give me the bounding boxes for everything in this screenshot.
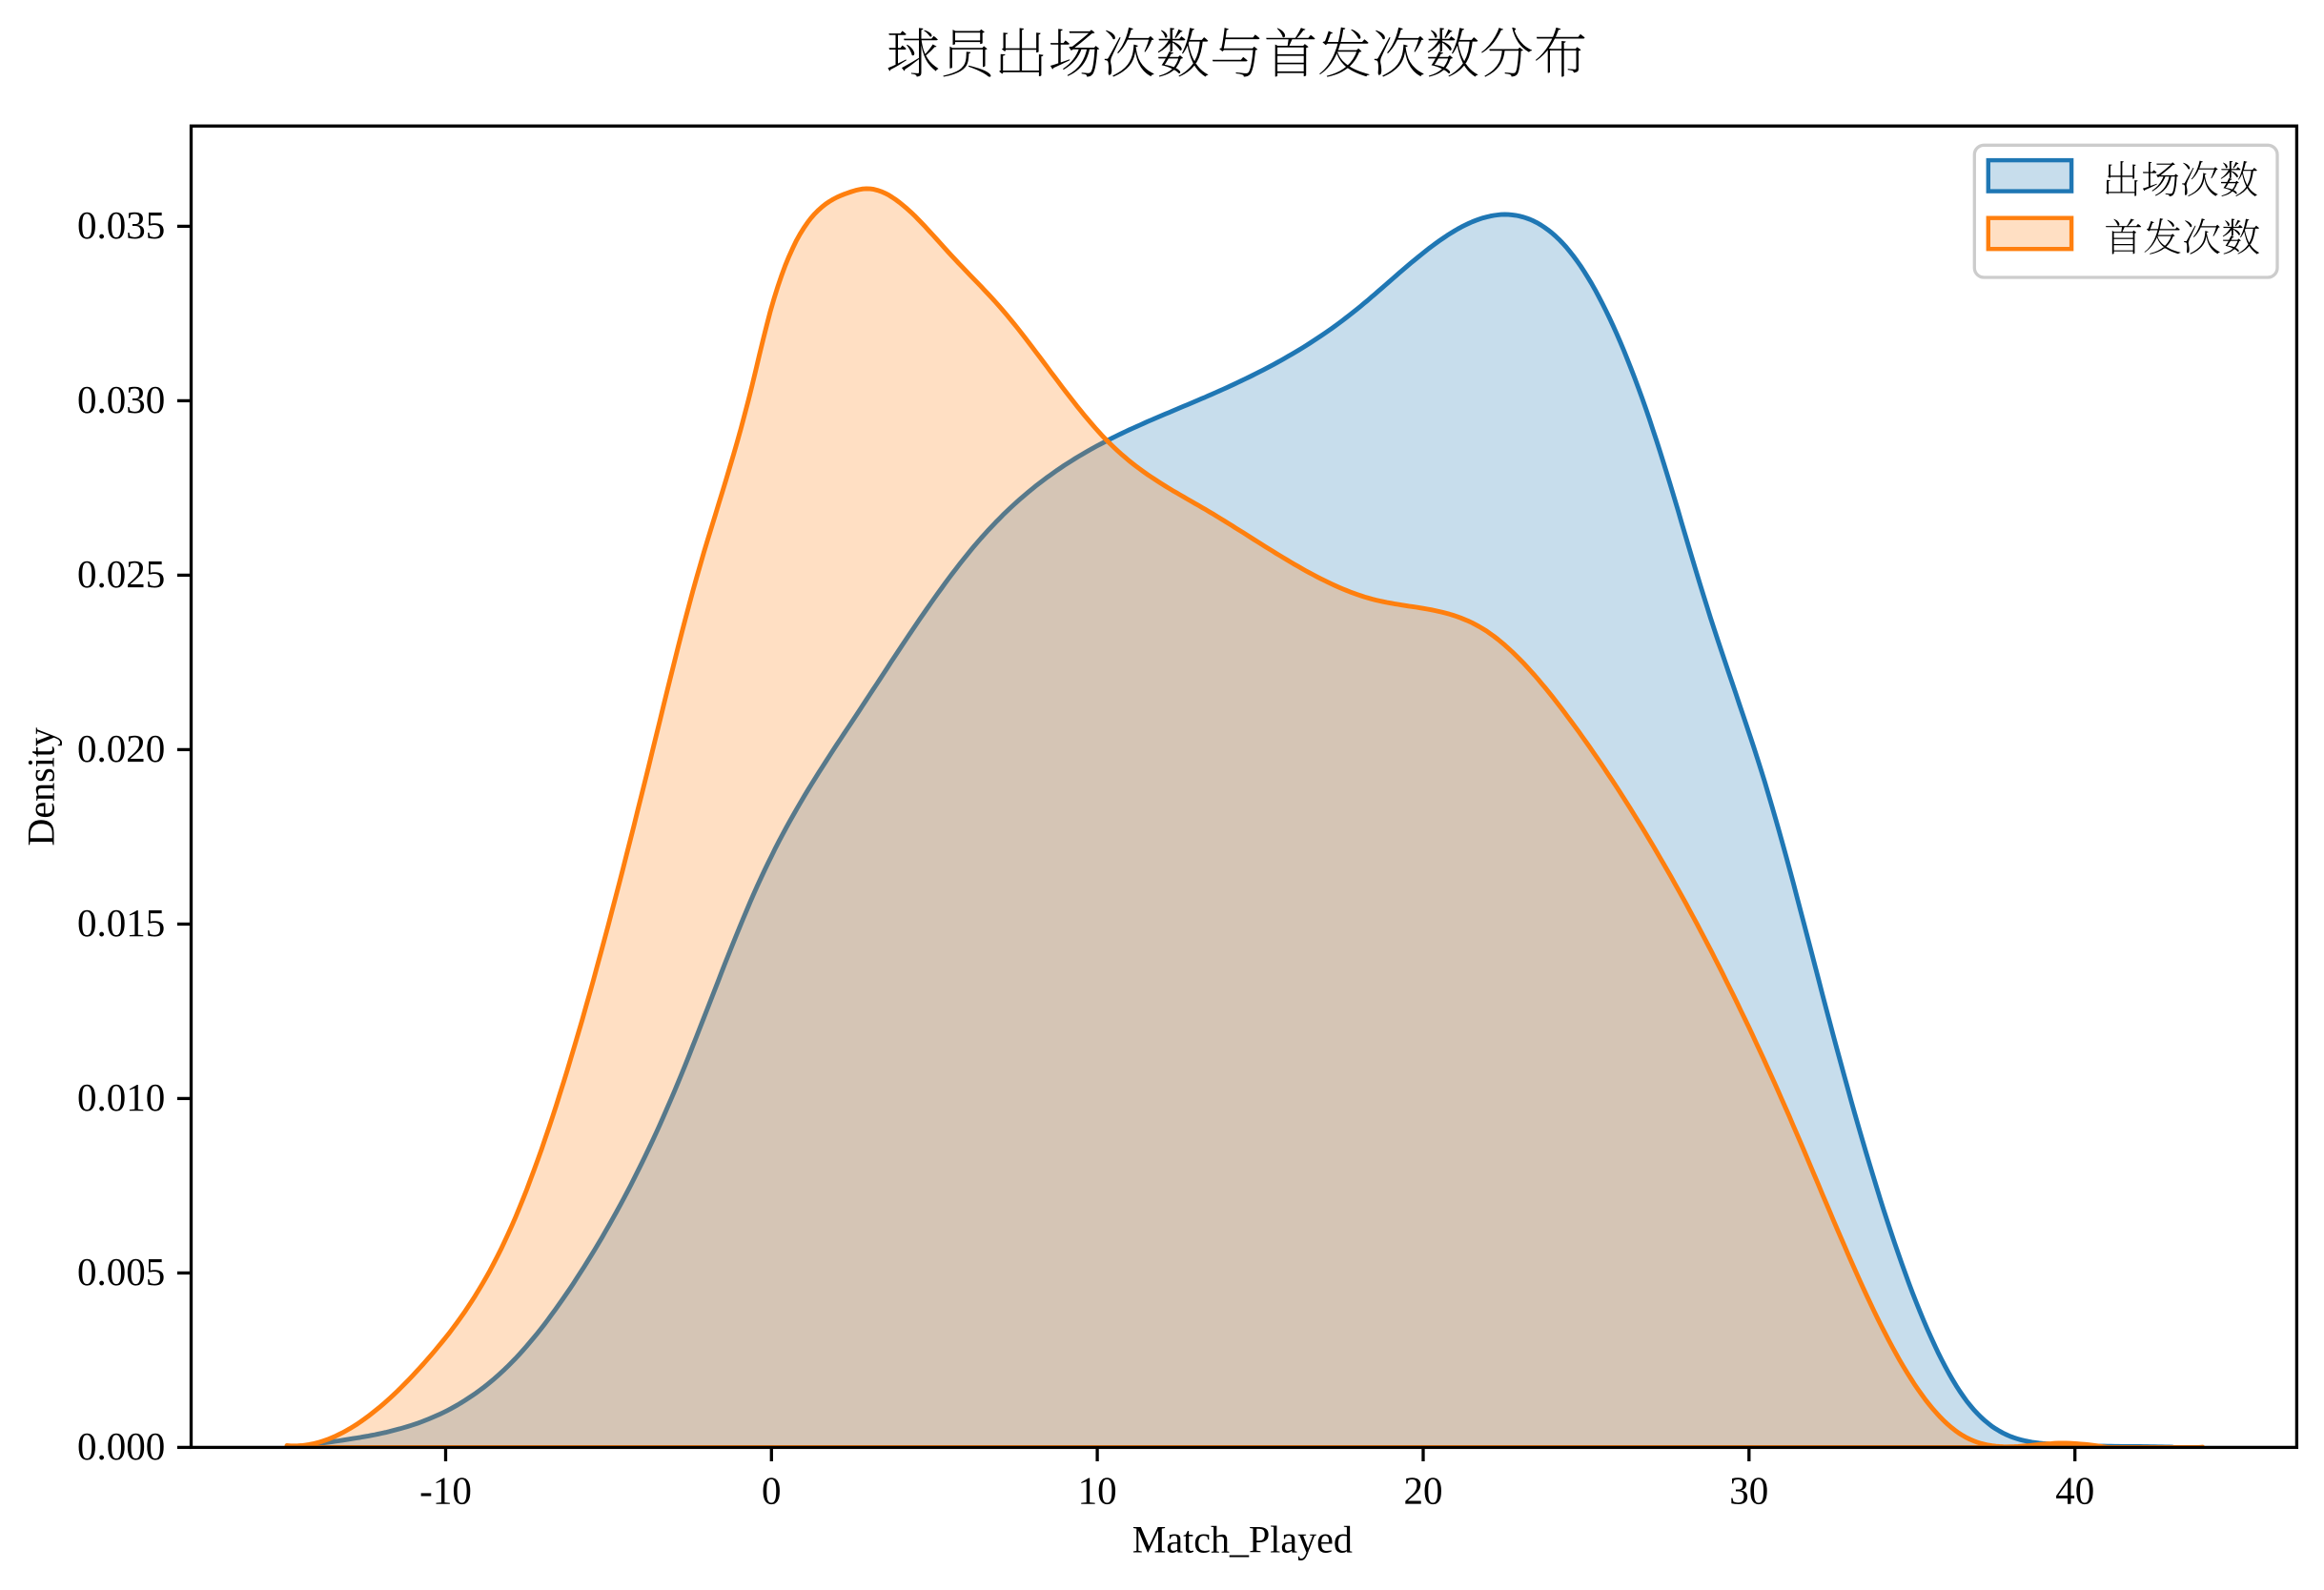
svg-text:0.025: 0.025 [77, 552, 165, 596]
svg-text:0.030: 0.030 [77, 377, 165, 421]
svg-text:20: 20 [1404, 1468, 1443, 1512]
svg-text:Density: Density [19, 727, 62, 846]
svg-text:10: 10 [1078, 1468, 1117, 1512]
svg-text:0.035: 0.035 [77, 203, 165, 247]
svg-text:-10: -10 [419, 1468, 472, 1512]
svg-text:0.010: 0.010 [77, 1075, 165, 1119]
svg-text:0.000: 0.000 [77, 1424, 165, 1468]
svg-text:0.005: 0.005 [77, 1250, 165, 1294]
svg-text:30: 30 [1729, 1468, 1768, 1512]
svg-text:Match_Played: Match_Played [1132, 1519, 1353, 1561]
svg-text:0.015: 0.015 [77, 901, 165, 945]
svg-text:0: 0 [762, 1468, 782, 1512]
svg-text:40: 40 [2055, 1468, 2094, 1512]
svg-text:0.020: 0.020 [77, 726, 165, 770]
